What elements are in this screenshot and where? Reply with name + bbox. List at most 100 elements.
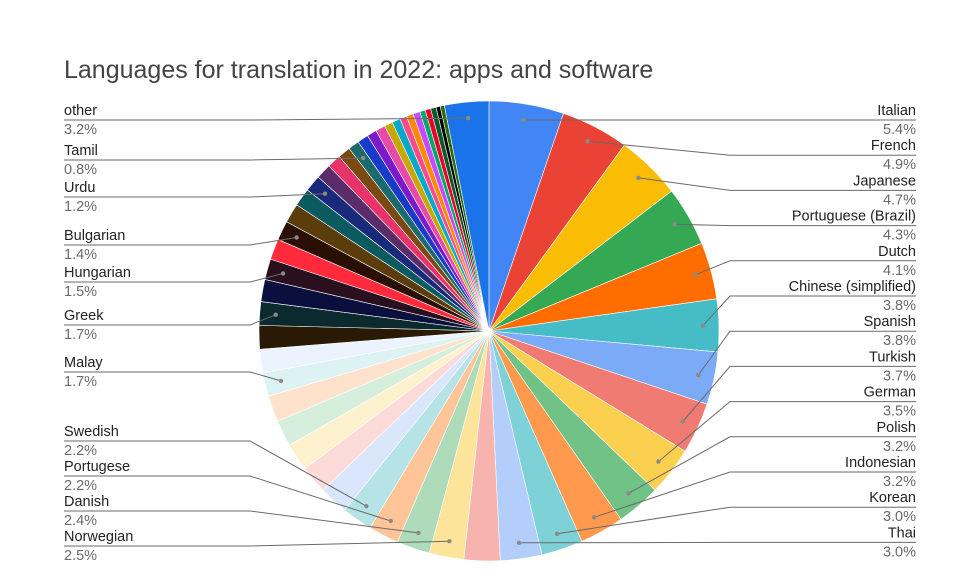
slice-label-value: 2.2% — [64, 443, 97, 459]
slice-label-value: 1.4% — [64, 247, 97, 263]
leader-line — [64, 117, 469, 121]
leader-line — [674, 223, 916, 227]
leader-dot — [273, 312, 278, 317]
leader-dot — [585, 139, 590, 144]
slice-label-name: Portuguese (Brazil) — [792, 209, 916, 225]
leader-dot — [447, 539, 452, 544]
leader-line — [64, 440, 367, 507]
leader-line — [587, 140, 916, 156]
slice-label-value: 3.7% — [883, 368, 916, 384]
leader-dot — [636, 175, 641, 181]
leader-dot — [294, 235, 299, 240]
slice-label-name: Polish — [877, 420, 917, 436]
slice-label-name: Danish — [64, 494, 109, 510]
slice-label-value: 2.5% — [64, 548, 97, 564]
leader-dot — [322, 191, 328, 196]
leader-dot — [364, 504, 369, 509]
slice-label-value: 4.9% — [883, 157, 916, 173]
slice-label-name: Chinese (simplified) — [789, 279, 916, 295]
slice-label-name: Malay — [64, 355, 103, 371]
slice-label-name: Korean — [869, 490, 916, 506]
leader-lines — [64, 115, 916, 547]
slice-label-name: Indonesian — [845, 455, 916, 471]
slice-label-name: Tamil — [64, 143, 98, 159]
slice-label-value: 3.0% — [883, 544, 916, 560]
slice-label-name: Japanese — [853, 173, 916, 189]
slice-label-name: Italian — [877, 103, 916, 119]
slice-label-value: 3.2% — [64, 122, 97, 138]
leader-line — [64, 193, 326, 198]
leader-line — [64, 237, 297, 246]
slice-label-value: 4.7% — [883, 192, 916, 208]
slice-label-value: 3.5% — [883, 404, 916, 420]
slice-label-name: Spanish — [864, 314, 916, 330]
leader-line — [64, 273, 284, 283]
leader-line — [64, 314, 276, 326]
slice-label-value: 2.4% — [64, 513, 97, 529]
slice-labels: Italian 5.4%French 4.9%Japanese 4.7%Portugu… — [64, 103, 916, 564]
leader-dot — [388, 518, 393, 524]
slice-label-name: Dutch — [878, 244, 916, 260]
leader-line — [628, 436, 916, 494]
leader-line — [638, 177, 916, 191]
slice-label-name: Thai — [888, 525, 916, 541]
slice-label-name: Hungarian — [64, 265, 131, 281]
slice-label-name: Greek — [64, 308, 104, 324]
leader-dot — [465, 115, 471, 121]
leader-dot — [626, 491, 631, 496]
leader-dot — [700, 323, 705, 328]
slice-label-value: 3.0% — [883, 509, 916, 525]
leader-dot — [516, 540, 522, 545]
slice-label-name: French — [871, 138, 916, 154]
slice-label-value: 0.8% — [64, 162, 97, 178]
leader-dot — [591, 515, 597, 520]
leader-dot — [278, 378, 284, 384]
slice-label-value: 3.2% — [883, 474, 916, 490]
slice-label-value: 3.2% — [883, 439, 916, 455]
leader-line — [64, 540, 450, 547]
slice-label-value: 1.2% — [64, 199, 97, 215]
slice-label-value: 1.5% — [64, 284, 97, 300]
leader-dot — [693, 272, 698, 277]
leader-line — [593, 471, 916, 518]
pie-slice — [443, 100, 490, 332]
slice-label-name: other — [64, 103, 97, 119]
leader-dot — [360, 155, 366, 161]
leader-line — [64, 157, 364, 161]
slice-label-value: 1.7% — [64, 374, 97, 390]
leader-line — [557, 506, 916, 535]
pie-slices — [258, 100, 720, 562]
leader-dot — [680, 419, 685, 424]
leader-line — [697, 330, 916, 376]
slice-label-name: Portugese — [64, 459, 130, 475]
slice-label-value: 3.8% — [883, 298, 916, 314]
slice-label-value: 3.8% — [883, 333, 916, 349]
slice-label-value: 5.4% — [883, 122, 916, 138]
leader-dot — [696, 372, 701, 378]
slice-label-value: 4.1% — [883, 263, 916, 279]
leader-dot — [280, 271, 286, 276]
slice-label-name: Turkish — [869, 349, 916, 365]
leader-line — [64, 475, 391, 522]
slice-label-name: Urdu — [64, 180, 95, 196]
slice-label-name: Swedish — [64, 424, 119, 440]
leader-dot — [416, 530, 421, 536]
slice-label-name: Norwegian — [64, 529, 133, 545]
slice-label-value: 4.3% — [883, 228, 916, 244]
leader-line — [682, 365, 916, 422]
leader-dot — [656, 459, 661, 464]
leader-line — [702, 295, 916, 327]
slice-label-name: German — [864, 385, 916, 401]
leader-line — [695, 260, 916, 276]
leader-dot — [554, 531, 560, 536]
leader-line — [658, 401, 916, 462]
slice-label-value: 2.2% — [64, 478, 97, 494]
slice-label-value: 1.7% — [64, 327, 97, 343]
leader-dot — [521, 117, 527, 123]
slice-label-name: Bulgarian — [64, 228, 125, 244]
leader-line — [64, 371, 282, 382]
leader-line — [64, 510, 419, 534]
leader-dot — [672, 222, 677, 227]
chart-title: Languages for translation in 2022: apps … — [64, 56, 653, 84]
